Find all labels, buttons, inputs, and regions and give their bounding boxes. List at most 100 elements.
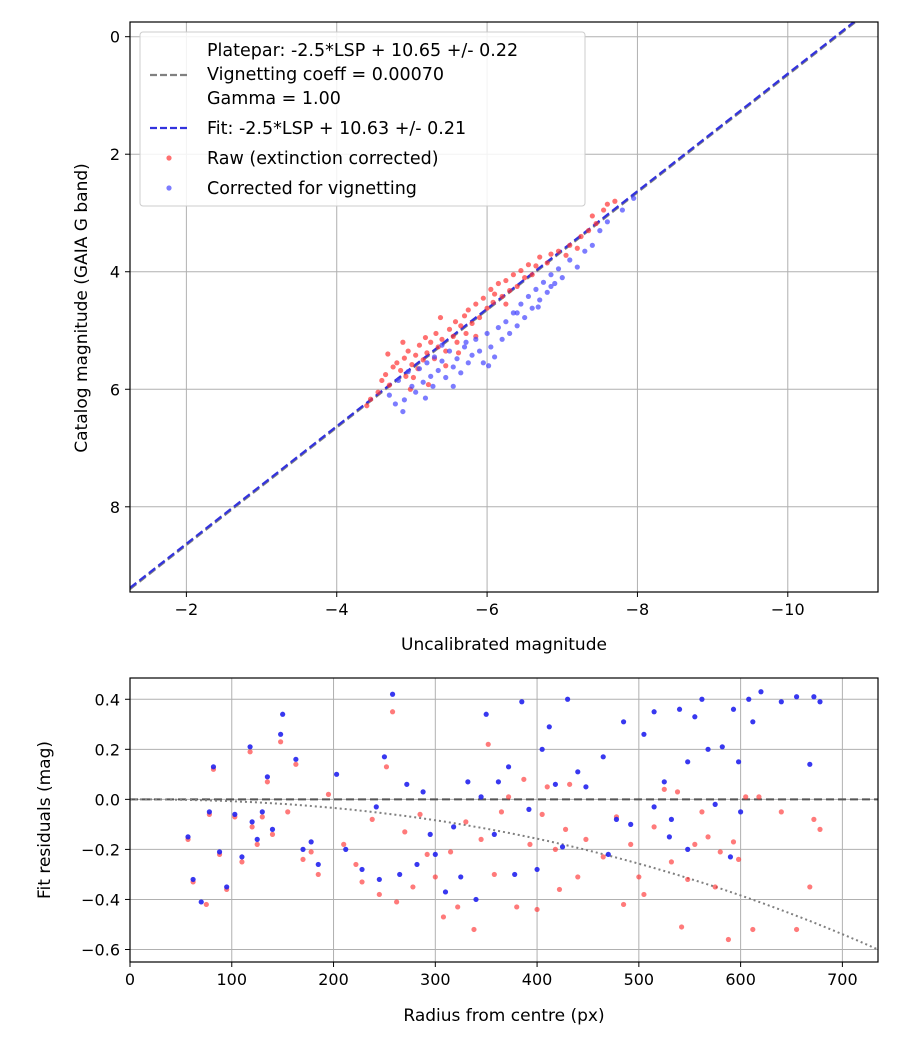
bottom-raw-point [417,811,423,817]
bottom-corrected-point [308,839,314,845]
bottom-corrected-point [249,819,255,825]
top-raw-point [612,198,618,204]
top-raw-point [409,361,415,368]
top-corrected-point [574,264,580,270]
bottom-raw-point [514,904,520,910]
bottom-corrected-point [293,756,299,762]
top-corrected-point [428,373,434,379]
top-raw-point [490,299,496,305]
bottom-raw-point [562,826,569,832]
bottom-raw-point [249,824,255,830]
bottom-corrected-point [668,816,675,822]
bottom-corrected-point [376,876,382,883]
bottom-corrected-point [483,711,489,717]
bottom-corrected-point [491,831,497,837]
top-raw-point [537,254,543,260]
top-corrected-point [473,336,479,342]
bottom-y-tick-label: −0.2 [81,840,120,859]
top-x-tick-label: −4 [325,600,349,619]
bottom-corrected-point [333,771,340,777]
top-corrected-point [529,305,535,311]
bottom-x-tick-label: 300 [420,970,451,989]
top-corrected-point [450,364,456,370]
bottom-corrected-point [534,866,540,873]
top-raw-point [507,287,513,294]
top-corrected-point [424,360,430,366]
top-raw-point [593,220,599,227]
legend-corrected-marker [166,185,172,191]
legend-platepar-line1: Platepar: -2.5*LSP + 10.65 +/- 0.22 [207,41,518,61]
top-raw-point [473,301,479,307]
top-raw-point [386,382,392,388]
top-axes-frame [129,21,879,593]
top-raw-point [403,373,409,379]
top-corrected-point [619,207,626,213]
top-y-tick-label: 6 [110,380,120,399]
top-raw-point [503,277,509,284]
bottom-raw-point [359,879,365,885]
top-x-tick-label: −8 [626,600,650,619]
legend-fit-label: Fit: -2.5*LSP + 10.63 +/- 0.21 [207,119,466,139]
top-corrected-point [400,408,406,415]
top-raw-point [555,248,562,254]
bottom-corrected-point [315,861,321,868]
top-corrected-point [503,319,509,325]
top-raw-point [401,355,407,361]
bottom-scatter-points [185,689,823,943]
top-corrected-point [443,374,449,381]
bottom-raw-point [389,709,396,715]
top-raw-point [563,252,569,258]
top-raw-point [420,357,426,363]
top-raw-point [367,396,374,402]
bottom-x-tick-label: 700 [827,970,858,989]
top-raw-point [484,305,490,311]
bottom-raw-point [505,794,512,800]
top-raw-point [518,267,524,274]
top-corrected-point [631,195,637,201]
bottom-raw-point [668,859,675,865]
bottom-raw-point [300,856,306,863]
bottom-corrected-point [381,754,388,760]
top-corrected-point [525,293,532,300]
top-raw-point [533,263,539,269]
top-raw-point [455,350,462,356]
top-corrected-point [446,348,453,354]
top-raw-point [529,272,535,278]
top-raw-point [503,301,509,307]
bottom-corrected-point [478,794,484,800]
bottom-raw-point [269,831,276,837]
top-raw-point [452,319,459,325]
bottom-x-tick-label: 600 [725,970,756,989]
top-corrected-point [552,280,558,287]
bottom-corrected-point [465,779,471,785]
top-corrected-point [604,219,610,225]
bottom-corrected-point [232,811,238,817]
legend-corrected-label: Corrected for vignetting [207,179,417,199]
top-raw-point [446,326,453,332]
top-raw-point [400,339,406,345]
bottom-raw-point [685,876,691,883]
bottom-corrected-point [546,724,552,730]
bottom-ticks: 0 100 200 300 400 500 600 700 0.4 0.2 0.0 −0.2 −0.4 −… [81,690,858,989]
top-corrected-point [495,324,501,331]
bottom-raw-point [285,809,291,815]
bottom-raw-point [254,841,260,847]
top-corrected-point [413,389,419,395]
bottom-raw-point [478,836,484,842]
top-corrected-point [386,392,392,398]
bottom-corrected-point [259,809,265,815]
bottom-corrected-point [661,779,667,785]
bottom-corrected-point [343,846,349,853]
bottom-raw-point [239,859,245,865]
bottom-corrected-point [404,781,410,787]
bottom-corrected-point [216,849,223,855]
top-raw-point [578,233,584,240]
top-corrected-point [559,275,565,281]
top-corrected-point [522,314,528,321]
bottom-raw-point [341,841,347,847]
bottom-raw-point [807,884,813,890]
bottom-raw-point [674,789,681,795]
bottom-raw-point [717,849,723,855]
bottom-raw-point [793,926,800,933]
bottom-corrected-point [758,689,764,695]
